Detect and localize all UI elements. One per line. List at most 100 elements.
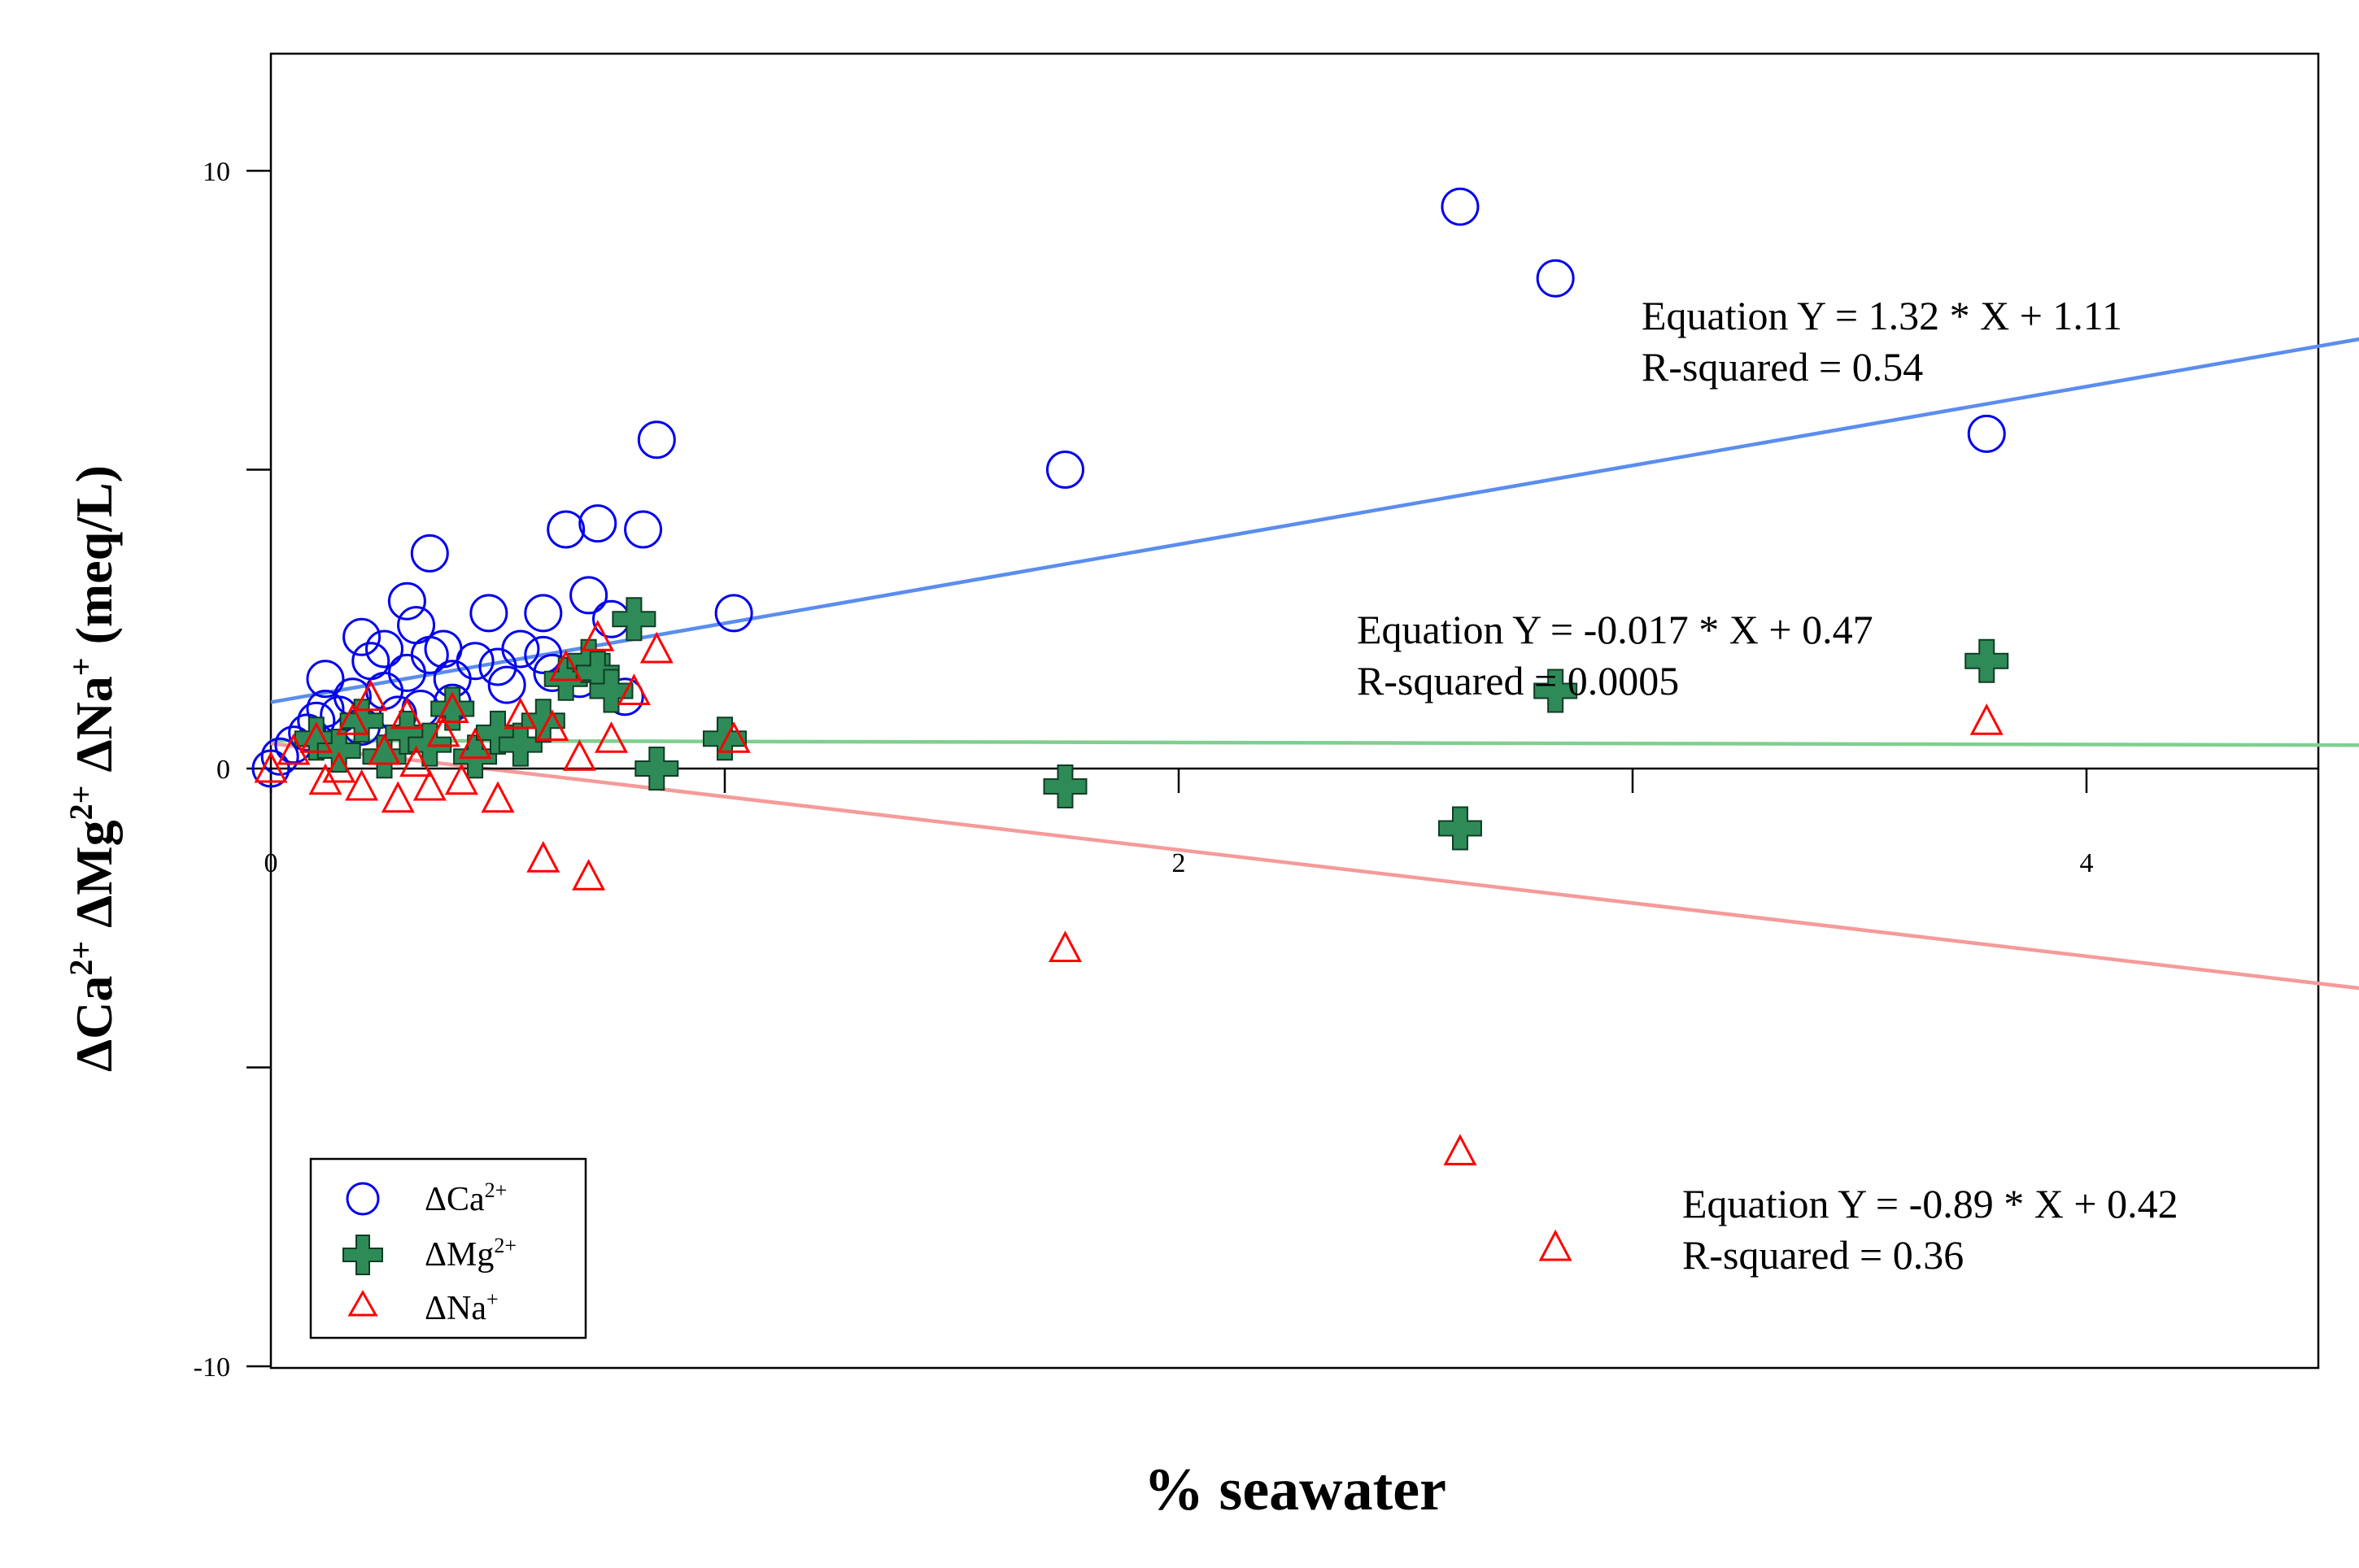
- ca-point: [410, 534, 449, 573]
- na-point: [277, 733, 311, 765]
- trendline-ca: [270, 337, 2359, 704]
- ca-point: [624, 510, 663, 549]
- ca-point: [365, 629, 403, 669]
- na-point: [322, 751, 356, 783]
- legend-mg-marker: [342, 1235, 383, 1275]
- ca-point: [306, 660, 345, 699]
- ca-point: [469, 594, 508, 633]
- y-axis-title: ΔCa2+ ΔMg2+ ΔNa+ (meq/L): [63, 465, 123, 1072]
- ca-point: [251, 749, 290, 788]
- ca-point: [524, 594, 563, 633]
- ca-point: [342, 617, 382, 656]
- ca-point: [387, 653, 426, 692]
- na-point: [481, 781, 515, 813]
- ca-point: [637, 420, 676, 460]
- data-points: [251, 187, 2009, 1261]
- na-point: [335, 703, 369, 735]
- na-point: [381, 781, 415, 813]
- axes: 02468100-10: [194, 157, 2318, 1383]
- na-point: [526, 841, 560, 873]
- na-point: [435, 691, 469, 723]
- ca-point: [260, 737, 299, 776]
- trendlines: [270, 337, 2359, 991]
- na-point: [617, 673, 651, 705]
- equation-mg-line1: Equation Y = -0.017 * X + 0.47: [1357, 607, 1873, 652]
- na-point: [595, 721, 628, 753]
- mg-point: [294, 716, 338, 761]
- plot-frame: [269, 52, 2320, 1370]
- na-point: [535, 709, 569, 742]
- mg-point: [1043, 764, 1088, 809]
- equation-na: Equation Y = -0.89 * X + 0.42 R-squared …: [1682, 1181, 2178, 1278]
- x-axis-title: % seawater: [1144, 1457, 1446, 1523]
- ca-point: [1046, 451, 1084, 489]
- ca-point: [524, 635, 563, 674]
- na-point: [426, 715, 460, 747]
- mg-point: [476, 710, 520, 755]
- mg-point: [1533, 669, 1578, 713]
- legend-na-label: ΔNa+: [425, 1287, 499, 1327]
- mg-point: [1437, 806, 1482, 851]
- equation-na-line2: R-squared = 0.36: [1682, 1232, 1964, 1278]
- ca-point: [714, 594, 753, 633]
- ca-point: [387, 581, 426, 621]
- y-tick-label: 10: [203, 157, 230, 187]
- legend-ca-marker: [346, 1182, 380, 1216]
- x-tick-label: 0: [264, 848, 278, 878]
- mg-point: [612, 597, 656, 642]
- na-point: [549, 649, 583, 682]
- equation-ca: Equation Y = 1.32 * X + 1.11 R-squared =…: [1642, 293, 2122, 390]
- na-point: [1049, 930, 1082, 962]
- legend-ca-label: ΔCa2+: [425, 1178, 507, 1218]
- mg-point: [634, 747, 679, 791]
- legend-mg-label: ΔMg2+: [425, 1234, 517, 1274]
- legend-na-marker: [347, 1289, 378, 1317]
- trendline-mg: [270, 738, 2359, 747]
- ca-point: [1967, 414, 2006, 453]
- mg-point: [430, 686, 475, 731]
- x-tick-label: 2: [1172, 848, 1186, 878]
- na-point: [572, 859, 606, 891]
- na-point: [581, 620, 615, 651]
- equation-ca-line2: R-squared = 0.54: [1642, 344, 1923, 390]
- y-tick-label: -10: [194, 1352, 230, 1383]
- na-point: [458, 727, 492, 760]
- ca-point: [569, 576, 608, 615]
- ca-point: [1441, 187, 1480, 226]
- na-point: [299, 721, 334, 753]
- na-point: [444, 763, 478, 795]
- na-point: [504, 697, 538, 730]
- x-tick-label: 4: [2080, 848, 2094, 878]
- y-tick-label: 0: [216, 755, 230, 785]
- na-point: [412, 769, 447, 801]
- ca-point: [456, 642, 495, 681]
- equation-mg: Equation Y = -0.017 * X + 0.47 R-squared…: [1357, 607, 1873, 703]
- ca-point: [578, 504, 617, 543]
- na-point: [390, 697, 424, 730]
- na-point: [562, 739, 596, 771]
- legend: ΔCa2+ ΔMg2+ ΔNa+: [309, 1157, 587, 1339]
- na-point: [1969, 703, 2004, 735]
- mg-point: [316, 728, 361, 773]
- ca-point: [501, 629, 540, 669]
- mg-point: [589, 669, 634, 713]
- na-point: [1443, 1134, 1477, 1165]
- ca-point: [487, 665, 526, 704]
- na-point: [399, 745, 434, 777]
- mg-point: [498, 722, 543, 767]
- trendline-na: [270, 741, 2359, 991]
- equation-mg-line2: R-squared = 0.0005: [1357, 658, 1679, 703]
- equation-na-line1: Equation Y = -0.89 * X + 0.42: [1682, 1181, 2178, 1226]
- na-point: [345, 769, 379, 801]
- na-point: [368, 733, 401, 765]
- mg-point: [1964, 638, 2009, 683]
- na-point: [308, 763, 342, 795]
- na-point: [717, 721, 751, 753]
- ca-point: [1536, 259, 1575, 298]
- na-point: [639, 631, 674, 664]
- na-point: [354, 679, 388, 712]
- ca-point: [547, 510, 586, 549]
- equation-ca-line1: Equation Y = 1.32 * X + 1.11: [1642, 293, 2122, 338]
- na-point: [254, 751, 288, 783]
